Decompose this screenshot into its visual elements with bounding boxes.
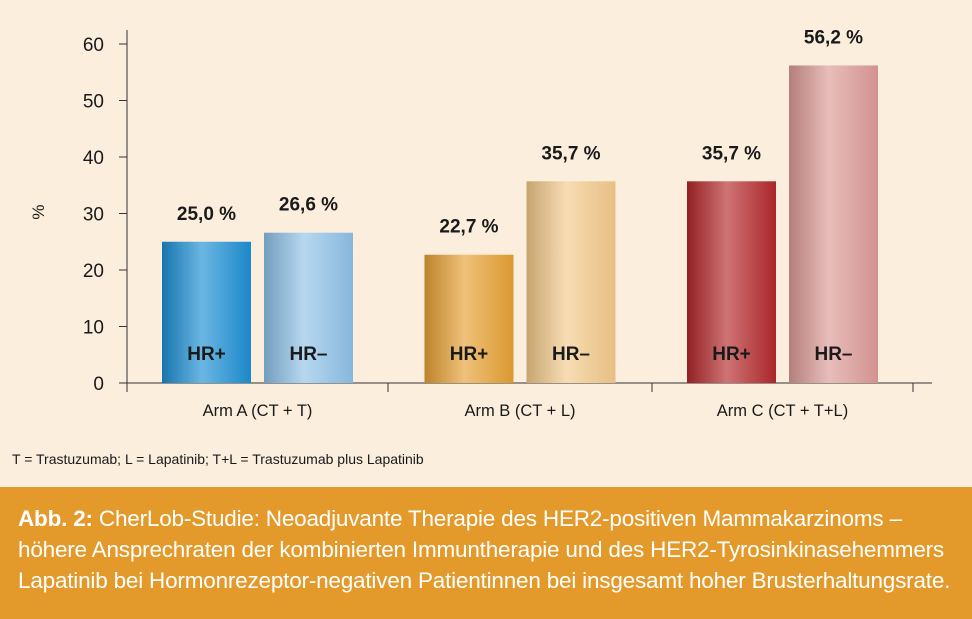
bar — [687, 181, 776, 383]
bar-data-label: 26,6 % — [279, 195, 338, 216]
y-tick-label: 0 — [93, 374, 104, 395]
bar-series-label: HR+ — [450, 344, 489, 365]
bar — [162, 241, 251, 383]
footnote: T = Trastuzumab; L = Lapatinib; T+L = Tr… — [12, 451, 424, 467]
bar-series-label: HR– — [552, 344, 590, 365]
x-category-label: Arm A (CT + T) — [203, 402, 313, 420]
caption-lead: Abb. 2: — [18, 506, 93, 531]
bar-series-label: HR– — [814, 344, 852, 365]
bar-chart: 0 10 20 30 40 50 60% 25,0 % HR+ 26,6 % HR– Arm A (C… — [29, 27, 932, 420]
bar-series-label: HR– — [289, 344, 327, 365]
x-category-label: Arm C (CT + T+L) — [717, 402, 848, 420]
bar-data-label: 35,7 % — [541, 143, 600, 164]
x-category-label: Arm B (CT + L) — [464, 402, 575, 420]
y-tick-label: 50 — [83, 92, 104, 113]
bar-data-label: 25,0 % — [177, 204, 236, 225]
bar — [424, 254, 514, 383]
bar — [789, 65, 878, 383]
caption-text: CherLob-Studie: Neoadjuvante Therapie de… — [18, 506, 951, 593]
y-tick-label: 40 — [83, 148, 104, 169]
y-tick-label: 30 — [83, 205, 104, 226]
bar-data-label: 22,7 % — [439, 217, 498, 238]
y-tick-label: 60 — [83, 35, 104, 56]
figure-caption: Abb. 2: CherLob-Studie: Neoadjuvante The… — [0, 487, 972, 619]
y-tick-label: 20 — [83, 261, 104, 282]
bar-series-label: HR+ — [187, 344, 226, 365]
bar-series-label: HR+ — [712, 344, 751, 365]
chart-svg: 0 10 20 30 40 50 60% 25,0 % HR+ 26,6 % HR– Arm A (C… — [29, 27, 932, 420]
y-axis-label: % — [29, 204, 48, 219]
bar — [264, 232, 353, 383]
bar-data-label: 35,7 % — [702, 143, 761, 164]
bar-data-label: 56,2 % — [804, 27, 863, 48]
y-tick-label: 10 — [83, 318, 104, 339]
bar — [526, 181, 616, 383]
